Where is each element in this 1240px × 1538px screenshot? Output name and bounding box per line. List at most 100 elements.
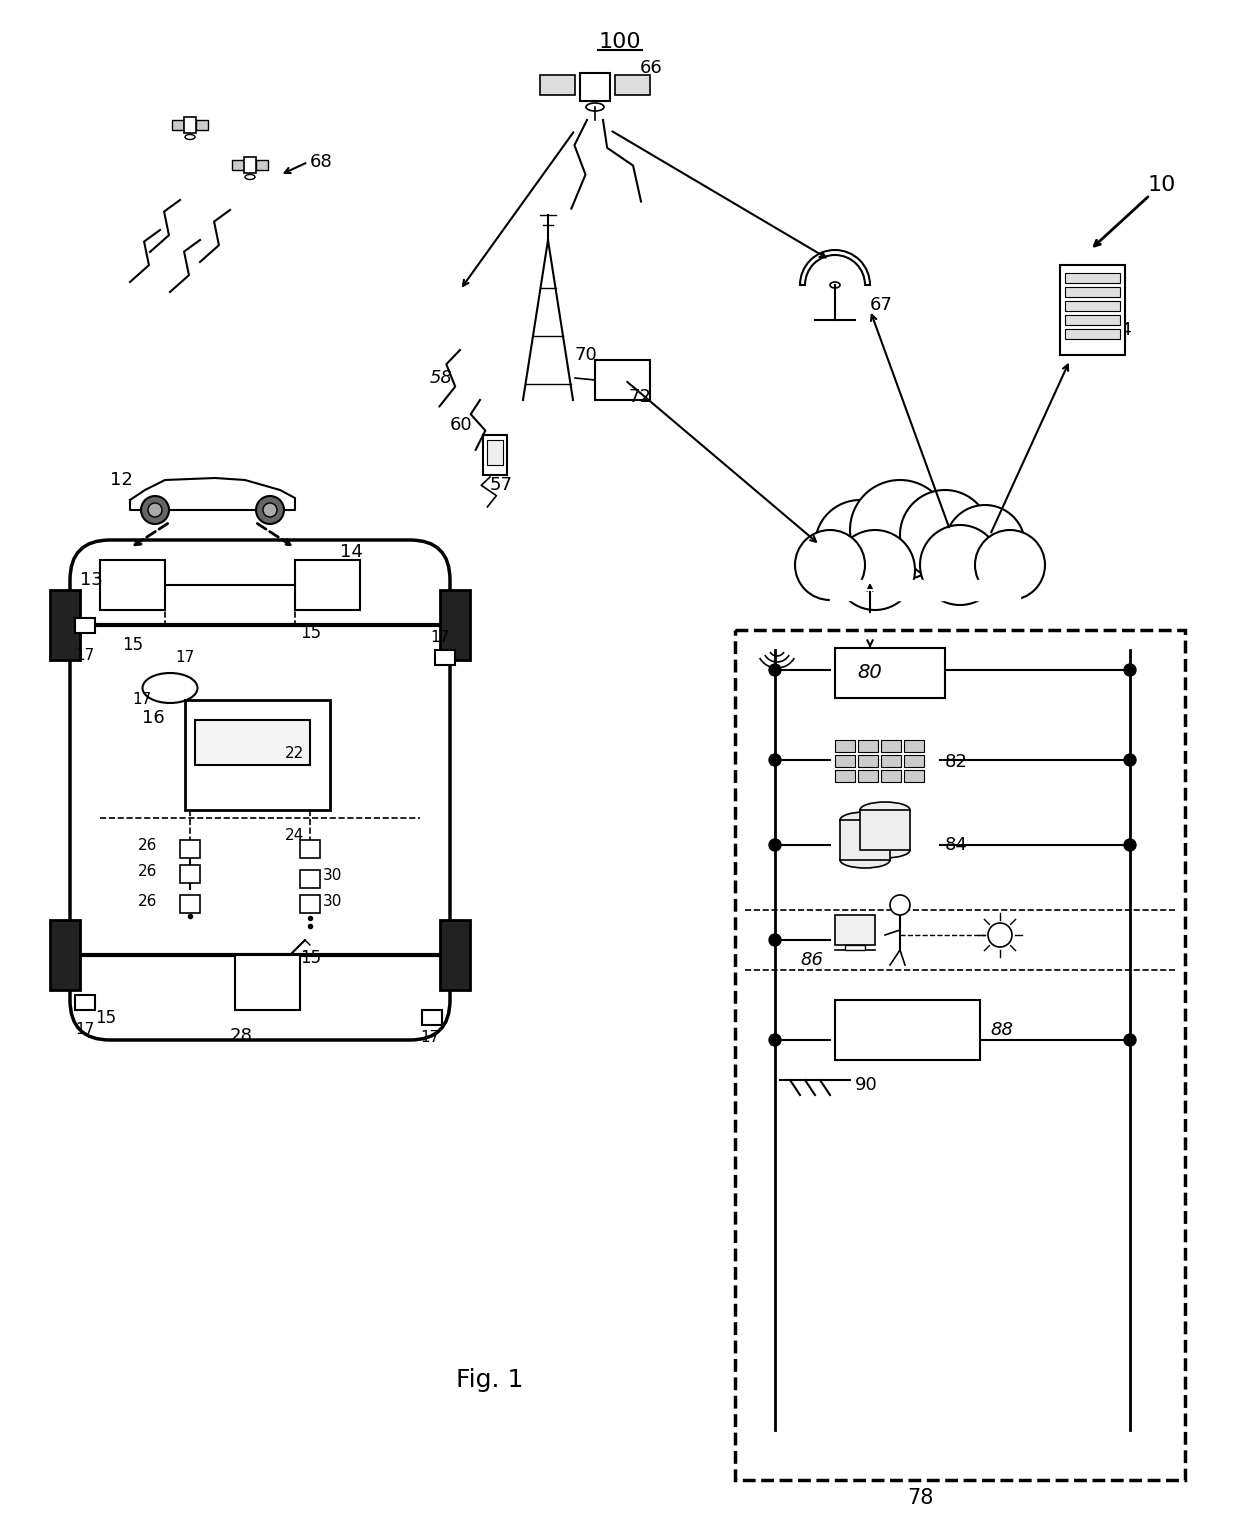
FancyBboxPatch shape [50,591,81,660]
Text: 28: 28 [229,1027,253,1044]
Text: 62: 62 [980,586,1003,604]
FancyBboxPatch shape [861,811,910,851]
FancyBboxPatch shape [858,755,878,767]
Text: 82: 82 [945,754,968,771]
Text: Fig. 1: Fig. 1 [456,1367,523,1392]
FancyBboxPatch shape [484,435,507,475]
FancyBboxPatch shape [180,895,200,914]
FancyBboxPatch shape [100,560,165,611]
FancyBboxPatch shape [1060,265,1125,355]
FancyBboxPatch shape [300,840,320,858]
FancyBboxPatch shape [244,157,255,172]
Text: 15: 15 [300,949,321,967]
FancyBboxPatch shape [858,740,878,752]
FancyBboxPatch shape [50,920,81,990]
Circle shape [1123,664,1136,677]
FancyBboxPatch shape [440,920,470,990]
Circle shape [769,1034,781,1046]
FancyBboxPatch shape [487,440,503,464]
Ellipse shape [861,801,910,818]
FancyBboxPatch shape [904,740,924,752]
Ellipse shape [143,674,197,703]
Text: 10: 10 [1148,175,1177,195]
Text: 66: 66 [640,58,662,77]
FancyBboxPatch shape [300,871,320,887]
Text: 90: 90 [856,1077,878,1094]
Circle shape [141,495,169,524]
FancyBboxPatch shape [858,771,878,781]
FancyBboxPatch shape [1065,301,1120,311]
Circle shape [835,531,915,611]
FancyBboxPatch shape [835,740,856,752]
Text: 57: 57 [490,475,513,494]
Text: 17: 17 [74,1023,94,1038]
FancyBboxPatch shape [880,771,901,781]
FancyBboxPatch shape [615,75,650,95]
Text: 17: 17 [430,629,449,644]
Text: 14: 14 [340,543,363,561]
Circle shape [148,503,162,517]
Ellipse shape [839,852,890,867]
FancyBboxPatch shape [440,591,470,660]
FancyBboxPatch shape [839,820,890,860]
FancyBboxPatch shape [196,120,208,131]
Circle shape [263,503,277,517]
Text: 100: 100 [599,32,641,52]
FancyBboxPatch shape [184,117,196,132]
Text: 26: 26 [138,894,157,909]
Circle shape [849,480,950,580]
Text: 13: 13 [81,571,103,589]
Text: 15: 15 [122,637,143,654]
FancyBboxPatch shape [172,120,184,131]
FancyBboxPatch shape [180,864,200,883]
FancyBboxPatch shape [835,1000,980,1060]
Text: 17: 17 [131,692,151,707]
Circle shape [1123,1034,1136,1046]
FancyBboxPatch shape [580,72,610,102]
FancyBboxPatch shape [236,955,300,1010]
FancyBboxPatch shape [835,771,856,781]
FancyBboxPatch shape [880,740,901,752]
Circle shape [769,934,781,946]
Text: 17: 17 [420,1029,439,1044]
FancyBboxPatch shape [74,995,95,1010]
FancyBboxPatch shape [185,700,330,811]
FancyBboxPatch shape [195,720,310,764]
Circle shape [988,923,1012,947]
FancyBboxPatch shape [232,160,244,171]
Text: 30: 30 [322,869,342,883]
Circle shape [1123,754,1136,766]
Text: 60: 60 [450,415,472,434]
Text: 67: 67 [870,295,893,314]
Text: 22: 22 [285,746,304,760]
FancyBboxPatch shape [1065,329,1120,338]
Circle shape [975,531,1045,600]
Text: 72: 72 [627,388,651,406]
Text: 86: 86 [800,950,823,969]
Circle shape [945,504,1025,584]
Circle shape [815,500,905,591]
FancyBboxPatch shape [595,360,650,400]
FancyBboxPatch shape [1065,315,1120,325]
FancyBboxPatch shape [1065,288,1120,297]
FancyBboxPatch shape [1065,274,1120,283]
Circle shape [1123,840,1136,851]
Text: 24: 24 [285,829,304,843]
Wedge shape [800,251,870,285]
Circle shape [890,895,910,915]
Text: 58: 58 [430,369,453,388]
Circle shape [795,531,866,600]
Text: 26: 26 [138,863,157,878]
Text: 15: 15 [95,1009,117,1027]
Ellipse shape [587,103,604,111]
Circle shape [769,840,781,851]
FancyBboxPatch shape [835,647,945,698]
Ellipse shape [839,812,890,827]
Ellipse shape [861,841,910,858]
FancyBboxPatch shape [180,840,200,858]
FancyBboxPatch shape [300,895,320,914]
Circle shape [920,524,999,604]
Text: 26: 26 [138,838,157,854]
Text: 88: 88 [990,1021,1013,1040]
Text: 15: 15 [300,624,321,641]
